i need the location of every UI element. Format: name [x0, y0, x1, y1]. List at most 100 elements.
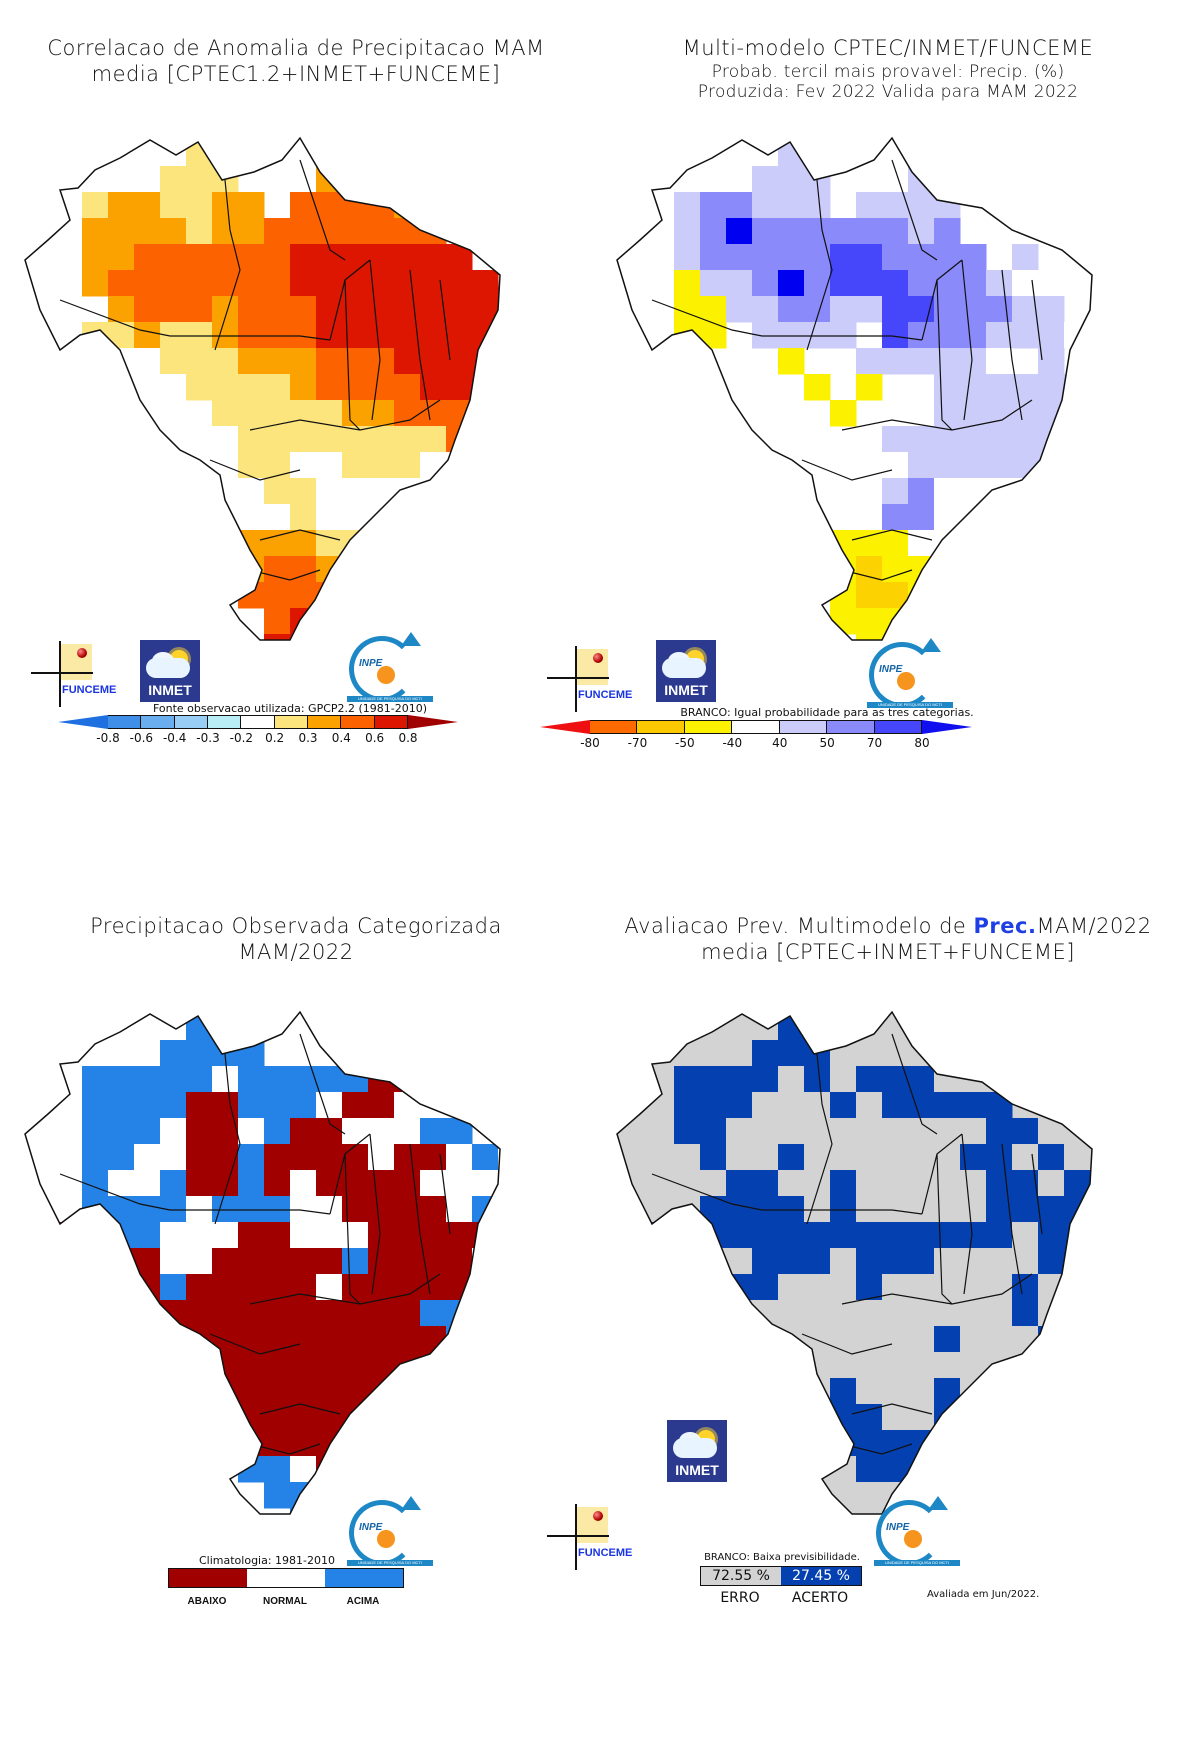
grid-cell — [186, 1222, 213, 1249]
grid-cell — [368, 530, 395, 557]
grid-cell — [1038, 1170, 1065, 1197]
grid-cell — [752, 1248, 779, 1275]
grid-cell — [752, 1274, 779, 1301]
pin-icon — [77, 648, 87, 658]
grid-cell — [700, 1144, 727, 1171]
map-forecast[interactable] — [592, 100, 1184, 700]
grid-cell — [316, 556, 343, 583]
state-border — [651, 1173, 763, 1211]
grid-cell — [264, 634, 291, 640]
grid-cell — [264, 218, 291, 245]
colorbar-tick: 40 — [772, 736, 788, 750]
grid-cell — [882, 244, 909, 271]
grid-cell — [856, 556, 883, 583]
grid-cell — [960, 1508, 987, 1514]
grid-cell — [160, 400, 187, 427]
grid-cell — [1038, 1430, 1065, 1457]
grid-cell — [264, 426, 291, 453]
grid-cell — [830, 1378, 857, 1405]
grid-cell — [82, 1092, 109, 1119]
grid-cell — [212, 348, 239, 375]
state-border — [409, 1143, 431, 1295]
grid-cell — [1090, 1170, 1092, 1197]
grid-cell — [778, 1118, 805, 1145]
category-label: NORMAL — [263, 1596, 307, 1607]
grid-cell — [1064, 426, 1091, 453]
grid-cell — [830, 1300, 857, 1327]
state-border — [409, 269, 431, 421]
grid-cell — [960, 296, 987, 323]
state-border — [891, 1033, 938, 1135]
grid-cell — [316, 374, 343, 401]
grid-cell — [1064, 1352, 1091, 1379]
grid-cell — [420, 1144, 447, 1171]
grid-cell — [882, 1248, 909, 1275]
grid-cell — [394, 1144, 421, 1171]
grid-cell — [264, 1404, 291, 1431]
colorbar-tick: -0.2 — [229, 731, 254, 745]
grid-cell — [186, 374, 213, 401]
grid-cell — [472, 504, 499, 531]
grid-cell — [212, 1144, 239, 1171]
grid-cell — [986, 1248, 1013, 1275]
grid-cell — [134, 1066, 161, 1093]
grid-cell — [316, 660, 343, 687]
grid-cell — [264, 1300, 291, 1327]
grid-cell — [986, 1378, 1013, 1405]
grid-cell — [368, 1430, 395, 1457]
grid-cells — [56, 140, 500, 687]
grid-cell — [108, 1092, 135, 1119]
score-label: ERRO — [720, 1590, 760, 1606]
grid-cell — [238, 504, 265, 531]
grid-cell — [316, 322, 343, 349]
grid-cell — [420, 1430, 447, 1457]
grid-cell — [934, 1066, 961, 1093]
grid-cell — [342, 426, 369, 453]
grid-cell — [160, 218, 187, 245]
grid-cell — [394, 1300, 421, 1327]
grid-cell — [238, 1456, 265, 1483]
grid-cell — [238, 1170, 265, 1197]
grid-cell — [674, 192, 701, 219]
colorbar-high-arrow — [407, 715, 458, 729]
grid-cell — [498, 1170, 500, 1197]
grid-cell — [290, 1508, 317, 1514]
grid-cell — [1012, 1118, 1039, 1145]
grid-cell — [420, 530, 447, 557]
grid-cell — [472, 530, 499, 557]
inpe-logo: INPE UNIDADE DE PESQUISA DO MCTI — [872, 1494, 962, 1574]
grid-cell — [986, 1534, 1013, 1561]
grid-cell — [1012, 1456, 1039, 1483]
grid-cell — [882, 1352, 909, 1379]
grid-cell — [368, 426, 395, 453]
grid-cell — [498, 1222, 500, 1249]
grid-cell — [212, 504, 239, 531]
grid-cell — [264, 1482, 291, 1509]
grid-cell — [82, 348, 109, 375]
category-label: ABAIXO — [187, 1596, 227, 1607]
map-observed[interactable] — [0, 974, 592, 1594]
grid-cell — [1038, 478, 1065, 505]
colorbar-segment — [779, 720, 828, 734]
grid-cell — [368, 374, 395, 401]
grid-cell — [778, 1040, 805, 1067]
grid-cell — [804, 1274, 831, 1301]
grid-cell — [316, 192, 343, 219]
grid-cell — [908, 1404, 935, 1431]
grid-cell — [160, 1170, 187, 1197]
grid-cell — [420, 270, 447, 297]
grid-cell — [160, 244, 187, 271]
grid-cell — [830, 1248, 857, 1275]
grid-cell — [212, 1248, 239, 1275]
state-border — [1031, 1153, 1043, 1235]
grid-cell — [420, 1456, 447, 1483]
map-correlation[interactable] — [0, 100, 592, 700]
grid-cell — [830, 1430, 857, 1457]
grid-cell — [212, 1066, 239, 1093]
grid-cell — [342, 1118, 369, 1145]
grid-cell — [368, 556, 395, 583]
grid-cell — [1090, 1222, 1092, 1249]
colorbar-segment — [874, 720, 922, 734]
map-evaluation[interactable] — [592, 974, 1184, 1594]
state-border — [1031, 279, 1043, 361]
